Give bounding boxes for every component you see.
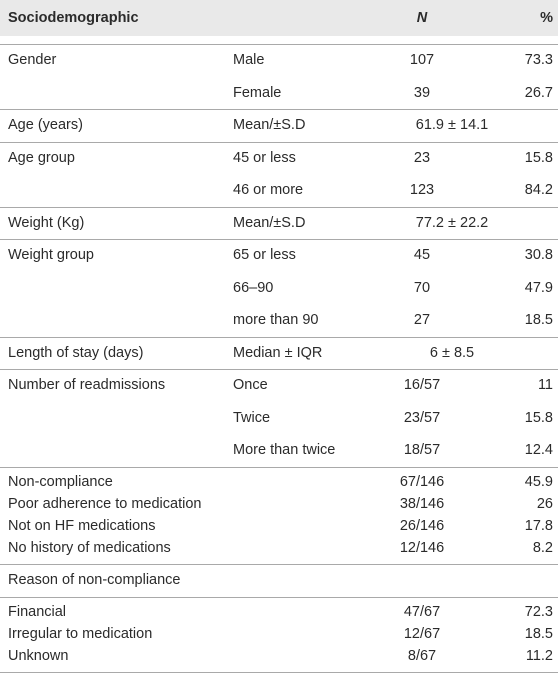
row-n: 45 (413, 247, 431, 264)
row-pct: 15.8 (524, 149, 553, 166)
row-n: 70 (413, 279, 431, 296)
row-label: Not on HF medications (8, 518, 156, 534)
section-label: Age group (8, 149, 75, 166)
section-label: Reason of non-compliance (8, 572, 181, 588)
row-pct: 84.2 (524, 182, 553, 199)
row-divider (0, 239, 558, 240)
row-item: more than 90 (233, 312, 319, 329)
row-n: 38/146 (399, 496, 445, 512)
row-divider (0, 596, 558, 598)
row-n: 39 (413, 84, 431, 101)
section-label: Weight (Kg) (8, 214, 85, 231)
row-label: No history of medications (8, 540, 171, 556)
row-divider (0, 563, 558, 565)
row-pct: 26.7 (524, 84, 553, 101)
row-n: 67/146 (399, 474, 445, 490)
row-item: Mean/±S.D (233, 214, 306, 231)
row-pct: 26 (536, 496, 553, 512)
section-label: Age (years) (8, 117, 83, 134)
row-divider (0, 671, 558, 673)
row-pct: 73.3 (524, 52, 553, 69)
row-label: Unknown (8, 648, 69, 664)
row-n: 16/57 (403, 377, 441, 394)
row-combined: 61.9 ± 14.1 (415, 117, 489, 134)
row-item: Mean/±S.D (233, 117, 306, 134)
row-n: 47/67 (403, 604, 441, 620)
row-item: 66–90 (233, 279, 274, 296)
header-pct: % (540, 10, 553, 26)
row-item: 45 or less (233, 149, 296, 166)
row-combined: 6 ± 8.5 (429, 344, 475, 361)
row-divider (0, 369, 558, 370)
row-n: 123 (409, 182, 435, 199)
row-combined: 77.2 ± 22.2 (415, 214, 489, 231)
row-label: Poor adherence to medication (8, 496, 202, 512)
row-item: Median ± IQR (233, 344, 323, 361)
row-item: 65 or less (233, 247, 296, 264)
header-n: N (416, 10, 428, 26)
header-title: Sociodemographic (8, 10, 139, 26)
row-item: Once (233, 377, 268, 394)
row-item: More than twice (233, 442, 336, 459)
row-pct: 47.9 (524, 279, 553, 296)
section-label: Weight group (8, 247, 94, 264)
row-divider (0, 336, 558, 338)
row-item: 46 or more (233, 182, 304, 199)
row-label: Irregular to medication (8, 626, 153, 642)
row-n: 107 (409, 52, 435, 69)
row-pct: 11 (537, 377, 553, 394)
row-divider (0, 44, 558, 45)
row-n: 12/146 (399, 540, 445, 556)
row-pct: 17.8 (524, 518, 553, 534)
row-pct: 8.2 (532, 540, 553, 556)
row-n: 27 (413, 312, 431, 329)
row-n: 26/146 (399, 518, 445, 534)
row-n: 12/67 (403, 626, 441, 642)
row-label: Non-compliance (8, 474, 113, 490)
row-divider (0, 466, 558, 468)
row-pct: 72.3 (524, 604, 553, 620)
row-item: Twice (233, 409, 271, 426)
row-item: Female (233, 84, 282, 101)
row-divider (0, 141, 558, 143)
row-pct: 18.5 (524, 312, 553, 329)
header-background (0, 0, 558, 36)
row-pct: 18.5 (524, 626, 553, 642)
row-pct: 12.4 (524, 442, 553, 459)
row-n: 18/57 (403, 442, 441, 459)
row-pct: 11.2 (525, 648, 553, 664)
row-n: 23/57 (403, 409, 441, 426)
row-item: Male (233, 52, 265, 69)
row-pct: 15.8 (524, 409, 553, 426)
row-pct: 45.9 (524, 474, 553, 490)
section-label: Gender (8, 52, 57, 69)
section-label: Number of readmissions (8, 377, 166, 394)
row-pct: 30.8 (524, 247, 553, 264)
row-divider (0, 206, 558, 208)
row-n: 23 (413, 149, 431, 166)
row-label: Financial (8, 604, 67, 620)
row-divider (0, 109, 558, 110)
section-label: Length of stay (days) (8, 344, 144, 361)
row-n: 8/67 (407, 648, 437, 664)
